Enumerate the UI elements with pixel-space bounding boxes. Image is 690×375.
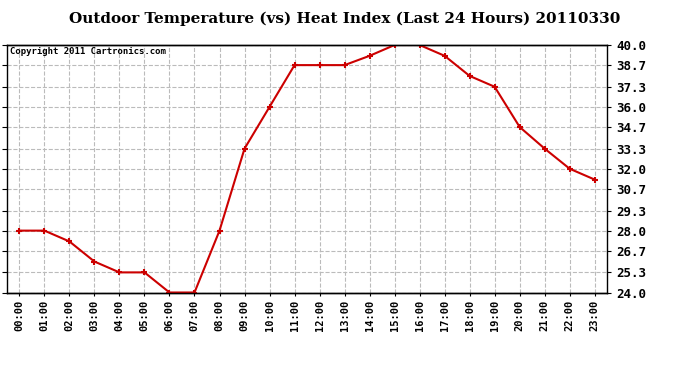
Text: Outdoor Temperature (vs) Heat Index (Last 24 Hours) 20110330: Outdoor Temperature (vs) Heat Index (Las… [69,11,621,26]
Text: Copyright 2011 Cartronics.com: Copyright 2011 Cartronics.com [10,48,166,57]
